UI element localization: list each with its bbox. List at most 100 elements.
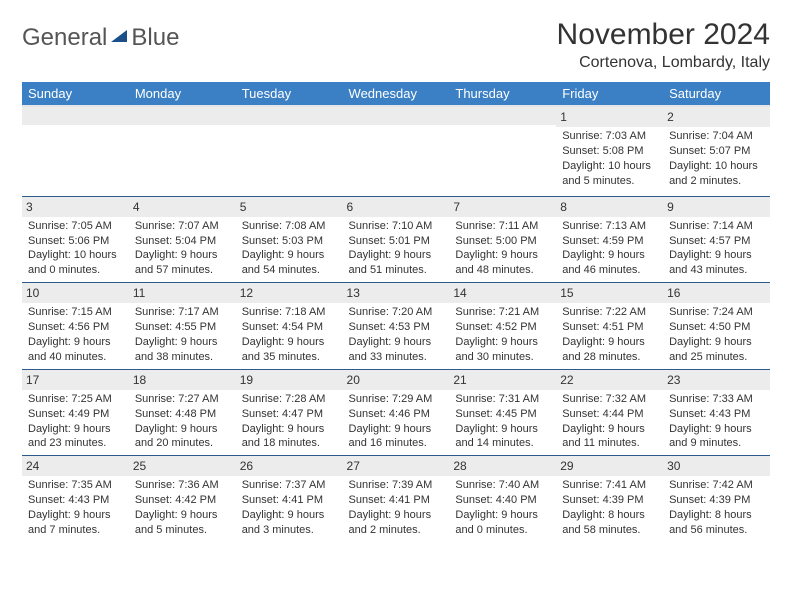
daylight-text: Daylight: 9 hours and 5 minutes.	[135, 508, 230, 538]
calendar-day-cell: 21Sunrise: 7:31 AMSunset: 4:45 PMDayligh…	[449, 369, 556, 456]
calendar-body: 1Sunrise: 7:03 AMSunset: 5:08 PMDaylight…	[22, 106, 770, 542]
sunrise-text: Sunrise: 7:40 AM	[455, 478, 550, 493]
calendar-day-cell: 4Sunrise: 7:07 AMSunset: 5:04 PMDaylight…	[129, 196, 236, 283]
day-number: 13	[343, 283, 450, 303]
calendar-day-cell: 16Sunrise: 7:24 AMSunset: 4:50 PMDayligh…	[663, 283, 770, 370]
daylight-text: Daylight: 9 hours and 23 minutes.	[28, 422, 123, 452]
daylight-text: Daylight: 9 hours and 25 minutes.	[669, 335, 764, 365]
daylight-text: Daylight: 8 hours and 56 minutes.	[669, 508, 764, 538]
day-number: 15	[556, 283, 663, 303]
day-number: 30	[663, 456, 770, 476]
day-header: Tuesday	[236, 82, 343, 106]
day-number: 23	[663, 370, 770, 390]
sunrise-text: Sunrise: 7:04 AM	[669, 129, 764, 144]
sunrise-text: Sunrise: 7:11 AM	[455, 219, 550, 234]
calendar-day-cell: 18Sunrise: 7:27 AMSunset: 4:48 PMDayligh…	[129, 369, 236, 456]
sunset-text: Sunset: 4:52 PM	[455, 320, 550, 335]
day-number: 22	[556, 370, 663, 390]
sunrise-text: Sunrise: 7:25 AM	[28, 392, 123, 407]
calendar-day-cell	[236, 106, 343, 196]
sunset-text: Sunset: 4:54 PM	[242, 320, 337, 335]
calendar-day-cell: 19Sunrise: 7:28 AMSunset: 4:47 PMDayligh…	[236, 369, 343, 456]
day-header: Thursday	[449, 82, 556, 106]
sunrise-text: Sunrise: 7:18 AM	[242, 305, 337, 320]
day-number: 16	[663, 283, 770, 303]
calendar-day-cell: 17Sunrise: 7:25 AMSunset: 4:49 PMDayligh…	[22, 369, 129, 456]
day-header-row: Sunday Monday Tuesday Wednesday Thursday…	[22, 82, 770, 106]
day-header: Friday	[556, 82, 663, 106]
sunrise-text: Sunrise: 7:42 AM	[669, 478, 764, 493]
sunrise-text: Sunrise: 7:05 AM	[28, 219, 123, 234]
sunset-text: Sunset: 4:41 PM	[349, 493, 444, 508]
sunrise-text: Sunrise: 7:28 AM	[242, 392, 337, 407]
calendar-day-cell: 28Sunrise: 7:40 AMSunset: 4:40 PMDayligh…	[449, 456, 556, 542]
day-number: 18	[129, 370, 236, 390]
daylight-text: Daylight: 9 hours and 43 minutes.	[669, 248, 764, 278]
daylight-text: Daylight: 9 hours and 48 minutes.	[455, 248, 550, 278]
sunset-text: Sunset: 4:50 PM	[669, 320, 764, 335]
calendar-day-cell: 25Sunrise: 7:36 AMSunset: 4:42 PMDayligh…	[129, 456, 236, 542]
calendar-week-row: 10Sunrise: 7:15 AMSunset: 4:56 PMDayligh…	[22, 283, 770, 370]
sunrise-text: Sunrise: 7:41 AM	[562, 478, 657, 493]
daylight-text: Daylight: 9 hours and 2 minutes.	[349, 508, 444, 538]
calendar-day-cell: 30 Sunrise: 7:42 AMSunset: 4:39 PMDayligh…	[663, 456, 770, 542]
daylight-text: Daylight: 9 hours and 40 minutes.	[28, 335, 123, 365]
daylight-text: Daylight: 9 hours and 46 minutes.	[562, 248, 657, 278]
calendar-day-cell: 11Sunrise: 7:17 AMSunset: 4:55 PMDayligh…	[129, 283, 236, 370]
daylight-text: Daylight: 9 hours and 11 minutes.	[562, 422, 657, 452]
daylight-text: Daylight: 9 hours and 28 minutes.	[562, 335, 657, 365]
day-number: 4	[129, 197, 236, 217]
day-number: 9	[663, 197, 770, 217]
calendar-week-row: 3Sunrise: 7:05 AMSunset: 5:06 PMDaylight…	[22, 196, 770, 283]
calendar-day-cell: 20Sunrise: 7:29 AMSunset: 4:46 PMDayligh…	[343, 369, 450, 456]
sunset-text: Sunset: 4:51 PM	[562, 320, 657, 335]
sunset-text: Sunset: 4:39 PM	[669, 493, 764, 508]
sunrise-text: Sunrise: 7:20 AM	[349, 305, 444, 320]
sunset-text: Sunset: 4:42 PM	[135, 493, 230, 508]
sunset-text: Sunset: 5:08 PM	[562, 144, 657, 159]
day-number: 10	[22, 283, 129, 303]
sunrise-text: Sunrise: 7:33 AM	[669, 392, 764, 407]
daylight-text: Daylight: 8 hours and 58 minutes.	[562, 508, 657, 538]
sunset-text: Sunset: 4:48 PM	[135, 407, 230, 422]
sunset-text: Sunset: 4:43 PM	[28, 493, 123, 508]
sunrise-text: Sunrise: 7:10 AM	[349, 219, 444, 234]
day-number: 3	[22, 197, 129, 217]
calendar-day-cell: 5Sunrise: 7:08 AMSunset: 5:03 PMDaylight…	[236, 196, 343, 283]
sunrise-text: Sunrise: 7:14 AM	[669, 219, 764, 234]
sunrise-text: Sunrise: 7:07 AM	[135, 219, 230, 234]
day-number	[236, 107, 343, 125]
day-number: 5	[236, 197, 343, 217]
day-number: 7	[449, 197, 556, 217]
day-number: 27	[343, 456, 450, 476]
calendar-day-cell: 6Sunrise: 7:10 AMSunset: 5:01 PMDaylight…	[343, 196, 450, 283]
sunset-text: Sunset: 4:56 PM	[28, 320, 123, 335]
sunset-text: Sunset: 4:59 PM	[562, 234, 657, 249]
calendar-day-cell: 10 Sunrise: 7:15 AMSunset: 4:56 PMDayligh…	[22, 283, 129, 370]
title-block: November 2024 Cortenova, Lombardy, Italy	[557, 18, 770, 72]
sunrise-text: Sunrise: 7:03 AM	[562, 129, 657, 144]
day-number: 2	[663, 107, 770, 127]
day-header: Wednesday	[343, 82, 450, 106]
calendar-day-cell: 9Sunrise: 7:14 AMSunset: 4:57 PMDaylight…	[663, 196, 770, 283]
sunset-text: Sunset: 4:39 PM	[562, 493, 657, 508]
sunrise-text: Sunrise: 7:22 AM	[562, 305, 657, 320]
sunrise-text: Sunrise: 7:27 AM	[135, 392, 230, 407]
calendar-day-cell: 2Sunrise: 7:04 AMSunset: 5:07 PMDaylight…	[663, 106, 770, 196]
sunrise-text: Sunrise: 7:15 AM	[28, 305, 123, 320]
calendar-day-cell	[129, 106, 236, 196]
sunset-text: Sunset: 4:55 PM	[135, 320, 230, 335]
logo: General Blue	[22, 18, 179, 52]
day-number: 12	[236, 283, 343, 303]
calendar-week-row: 17Sunrise: 7:25 AMSunset: 4:49 PMDayligh…	[22, 369, 770, 456]
day-number: 17	[22, 370, 129, 390]
day-number: 14	[449, 283, 556, 303]
daylight-text: Daylight: 9 hours and 54 minutes.	[242, 248, 337, 278]
sunset-text: Sunset: 4:46 PM	[349, 407, 444, 422]
daylight-text: Daylight: 9 hours and 7 minutes.	[28, 508, 123, 538]
day-number: 19	[236, 370, 343, 390]
sunrise-text: Sunrise: 7:36 AM	[135, 478, 230, 493]
calendar-day-cell: 7Sunrise: 7:11 AMSunset: 5:00 PMDaylight…	[449, 196, 556, 283]
daylight-text: Daylight: 9 hours and 57 minutes.	[135, 248, 230, 278]
calendar-day-cell: 26Sunrise: 7:37 AMSunset: 4:41 PMDayligh…	[236, 456, 343, 542]
